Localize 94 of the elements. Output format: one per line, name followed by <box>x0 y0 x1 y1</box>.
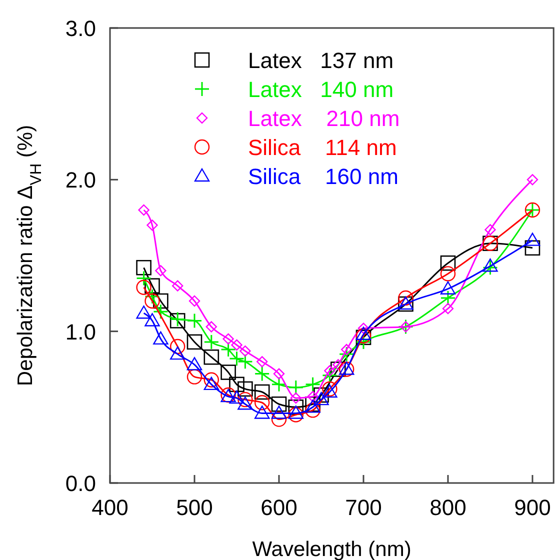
point <box>314 392 329 406</box>
point <box>526 174 538 186</box>
x-tick-label: 700 <box>345 495 382 520</box>
point <box>254 395 270 410</box>
x-tick-label: 500 <box>176 495 213 520</box>
point <box>440 290 456 306</box>
point <box>305 400 320 413</box>
point <box>186 312 202 328</box>
point <box>440 266 456 282</box>
point <box>322 384 338 398</box>
point <box>271 406 287 419</box>
point <box>222 333 234 345</box>
point <box>356 334 372 350</box>
point <box>271 412 287 427</box>
point <box>146 220 158 231</box>
point <box>144 313 160 326</box>
point <box>155 265 166 276</box>
y-tick-label: 2.0 <box>65 168 96 193</box>
point <box>204 376 219 390</box>
x-tick-label: 600 <box>260 495 298 520</box>
point <box>144 288 160 304</box>
point <box>340 344 352 356</box>
point <box>254 406 270 419</box>
y-tick-label: 0.0 <box>65 471 96 496</box>
point <box>322 368 338 384</box>
point <box>524 232 540 246</box>
point <box>482 258 498 272</box>
point <box>237 354 253 370</box>
point <box>271 376 287 392</box>
point <box>172 280 184 292</box>
point <box>204 334 220 350</box>
point <box>484 224 496 236</box>
point <box>136 280 152 295</box>
point <box>136 260 152 276</box>
legend-label: Latex 140 nm <box>248 77 394 102</box>
point <box>254 366 270 382</box>
x-tick-label: 400 <box>92 495 128 520</box>
point <box>271 396 287 412</box>
point <box>220 364 236 380</box>
point <box>238 392 253 408</box>
point <box>324 365 336 376</box>
point <box>170 338 186 354</box>
legend-label: Silica 160 nm <box>248 164 398 189</box>
point <box>288 407 304 422</box>
point <box>338 346 354 362</box>
point <box>153 293 168 309</box>
point <box>136 306 152 319</box>
point <box>314 387 329 403</box>
point <box>188 295 200 307</box>
point <box>440 255 456 271</box>
point <box>256 356 268 368</box>
point <box>288 380 304 396</box>
point <box>442 302 454 314</box>
point <box>152 304 168 320</box>
point <box>482 260 498 276</box>
point <box>204 349 220 365</box>
point <box>322 381 338 397</box>
point <box>136 270 152 286</box>
point <box>229 390 244 404</box>
point <box>204 372 219 388</box>
legend-label: Silica 114 nm <box>248 135 397 160</box>
point <box>138 204 150 216</box>
point <box>305 402 320 418</box>
point <box>273 368 285 380</box>
point <box>288 400 304 415</box>
point <box>144 293 160 309</box>
y-tick-label: 3.0 <box>65 16 96 41</box>
point <box>186 357 202 370</box>
legend-label: Latex 210 nm <box>248 106 400 131</box>
point <box>290 392 302 404</box>
point <box>356 326 372 340</box>
x-tick-label: 800 <box>430 495 466 520</box>
point <box>238 396 253 410</box>
point <box>524 240 540 256</box>
point <box>206 321 217 332</box>
point <box>288 406 304 419</box>
legend-label: Latex 137 nm <box>248 48 394 73</box>
point <box>231 339 242 351</box>
point <box>398 290 414 306</box>
point <box>254 384 270 400</box>
point <box>240 345 251 357</box>
point <box>186 334 202 350</box>
point <box>238 381 253 397</box>
point <box>305 376 321 392</box>
point <box>144 278 160 294</box>
x-axis-title: Wavelength (nm) <box>252 538 412 560</box>
x-tick-label: 900 <box>514 495 551 520</box>
point <box>229 376 244 392</box>
point <box>153 331 168 345</box>
point <box>186 369 202 384</box>
y-tick-label: 1.0 <box>65 319 96 344</box>
point <box>440 281 456 294</box>
point <box>307 390 318 402</box>
point <box>170 346 186 360</box>
